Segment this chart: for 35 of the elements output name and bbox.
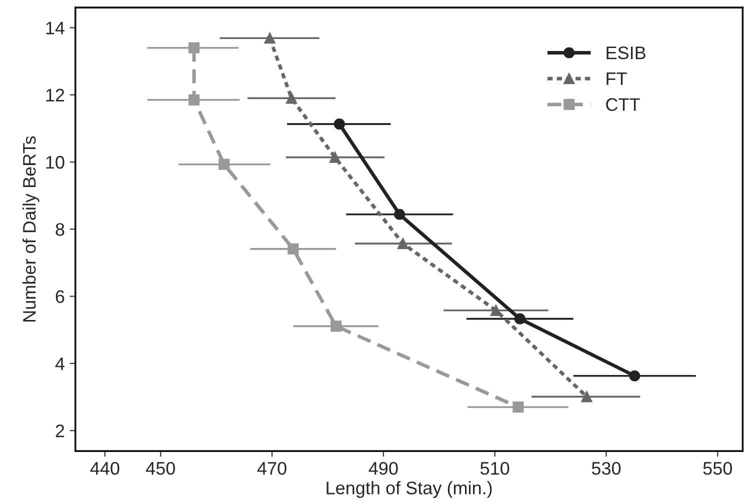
point [286,92,298,104]
x-tick-label: 440 [90,462,120,475]
y-tick-label: 2 [56,424,64,438]
point [514,313,526,324]
point [512,402,524,413]
point [397,238,408,250]
point [581,391,592,402]
x-axis-title: Length of Stay (min.) [326,481,492,498]
y-tick-label: 10 [46,156,64,169]
point [490,304,502,316]
y-tick-label: 4 [55,358,64,370]
legend-label: FT [606,72,627,85]
point [329,152,341,163]
x-tick-label: 470 [257,462,286,475]
point [330,320,342,332]
y-tick-label: 8 [56,223,64,236]
x-tick-label: 510 [480,462,510,475]
x-tick-label: 490 [368,462,398,475]
point [394,208,406,220]
y-axis-title: Number of Daily BeRTs [22,136,40,322]
legend-label: CTT [606,98,640,111]
legend-label: ESIB [606,46,646,60]
x-tick-label: 550 [703,462,732,475]
point [629,370,640,382]
point [264,32,276,44]
point [188,42,200,54]
point [218,158,230,170]
point [288,243,299,255]
point [188,94,200,106]
point [334,118,345,130]
y-tick-label: 6 [56,290,64,304]
y-tick-label: 12 [46,88,64,102]
x-tick-label: 450 [146,462,175,475]
y-tick-label: 14 [46,22,64,34]
x-tick-label: 530 [592,462,621,475]
